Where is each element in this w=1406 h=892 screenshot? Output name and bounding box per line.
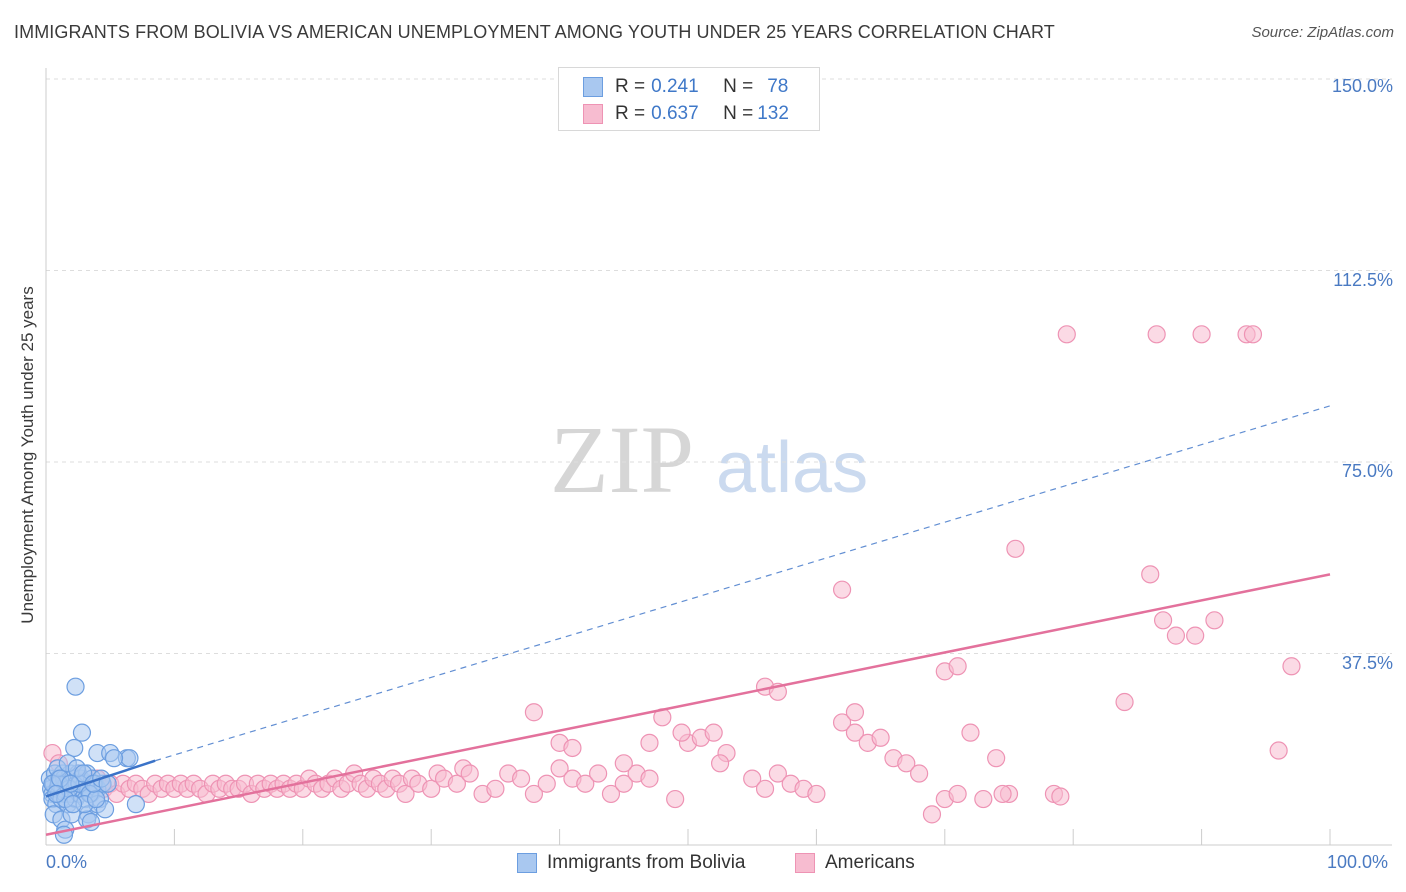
- bottom-legend-label: Immigrants from Bolivia: [547, 852, 746, 873]
- bottom-legend-bolivia: Immigrants from Bolivia: [517, 852, 746, 874]
- data-point: [120, 749, 139, 768]
- data-point: [845, 703, 865, 722]
- bottom-legend-swatch-pink: [795, 853, 815, 873]
- data-point: [65, 738, 84, 758]
- data-point: [1006, 539, 1025, 558]
- data-point: [447, 774, 466, 793]
- watermark-zip: ZIP: [550, 406, 694, 513]
- data-point: [1147, 325, 1166, 344]
- data-point: [1269, 741, 1288, 760]
- data-point: [948, 784, 967, 804]
- data-point: [614, 774, 633, 793]
- data-point: [672, 723, 691, 742]
- data-point: [897, 754, 916, 773]
- legend-row-bolivia: R = 0.241 N = 78: [583, 74, 788, 100]
- data-point: [86, 789, 106, 809]
- legend-row-americans: R = 0.637 N = 132: [583, 101, 789, 127]
- data-point: [910, 764, 929, 783]
- data-point: [922, 805, 942, 824]
- data-point: [1051, 787, 1070, 806]
- data-point: [993, 784, 1012, 804]
- data-point: [666, 789, 685, 809]
- trend-line-bolivia: [45, 759, 156, 798]
- chart-title: IMMIGRANTS FROM BOLIVIA VS AMERICAN UNEM…: [14, 22, 1055, 42]
- data-point: [832, 580, 852, 599]
- x-tick-max: 100.0%: [1327, 852, 1389, 872]
- data-point: [807, 784, 826, 804]
- data-point: [460, 764, 479, 783]
- data-point: [1153, 611, 1173, 630]
- data-point: [1243, 325, 1263, 344]
- data-point: [563, 738, 582, 758]
- data-point: [845, 723, 865, 742]
- legend-swatch-blue: [583, 77, 603, 97]
- data-point: [511, 769, 531, 788]
- legend-r-label: R =: [615, 103, 646, 124]
- data-point: [640, 733, 659, 752]
- bottom-legend-swatch-blue: [517, 853, 537, 873]
- data-point: [601, 784, 621, 804]
- data-point: [1166, 626, 1186, 645]
- x-tick-min: 0.0%: [46, 852, 88, 872]
- data-point: [524, 784, 544, 804]
- data-point: [126, 795, 145, 814]
- bottom-legend-americans: Americans: [795, 852, 915, 874]
- bottom-legend-label: Americans: [825, 852, 915, 873]
- data-point: [1186, 626, 1205, 645]
- legend-r-label: R =: [615, 76, 646, 97]
- data-point: [396, 784, 415, 804]
- data-point: [961, 723, 980, 742]
- legend-swatch-pink: [583, 104, 603, 124]
- data-point: [72, 723, 92, 742]
- data-point: [576, 774, 595, 793]
- data-point: [710, 754, 730, 773]
- y-tick-label: 75.0%: [1341, 461, 1393, 481]
- data-point: [486, 779, 505, 798]
- watermark-atlas: atlas: [716, 428, 868, 508]
- data-point: [987, 749, 1006, 768]
- legend-r-value: 0.241: [651, 76, 699, 97]
- data-point: [1115, 692, 1134, 712]
- data-point: [640, 769, 659, 788]
- data-point: [974, 789, 993, 809]
- data-point: [614, 754, 633, 773]
- data-point: [422, 779, 441, 798]
- data-point: [1141, 565, 1160, 584]
- data-point: [537, 774, 556, 793]
- data-point: [871, 728, 890, 747]
- data-point: [589, 764, 608, 783]
- data-point: [1057, 325, 1076, 344]
- data-point: [1192, 325, 1211, 344]
- data-point: [1282, 657, 1301, 676]
- data-point: [948, 657, 967, 676]
- data-point: [524, 703, 544, 722]
- legend-n-label: N =: [723, 103, 754, 124]
- data-point: [63, 795, 83, 814]
- data-point: [743, 769, 762, 788]
- legend-n-label: N =: [723, 76, 754, 97]
- y-tick-label: 150.0%: [1331, 76, 1393, 96]
- data-point: [550, 759, 569, 778]
- legend-r-value: 0.637: [651, 103, 699, 124]
- y-tick-label: 112.5%: [1333, 269, 1393, 290]
- source-label: Source: ZipAtlas.com: [1251, 24, 1394, 41]
- legend-n-value: 132: [757, 103, 789, 124]
- y-tick-label: 37.5%: [1341, 652, 1393, 673]
- data-point: [768, 764, 787, 783]
- stats-legend: R = 0.241 N = 78 R = 0.637 N = 132: [558, 67, 820, 131]
- legend-n-value: 78: [767, 76, 789, 97]
- data-point: [832, 713, 852, 732]
- data-point: [66, 677, 85, 696]
- data-point: [1205, 611, 1224, 630]
- data-point: [755, 779, 775, 798]
- trend-line-americans: [45, 573, 1331, 837]
- data-point: [704, 723, 723, 742]
- data-point: [104, 749, 124, 768]
